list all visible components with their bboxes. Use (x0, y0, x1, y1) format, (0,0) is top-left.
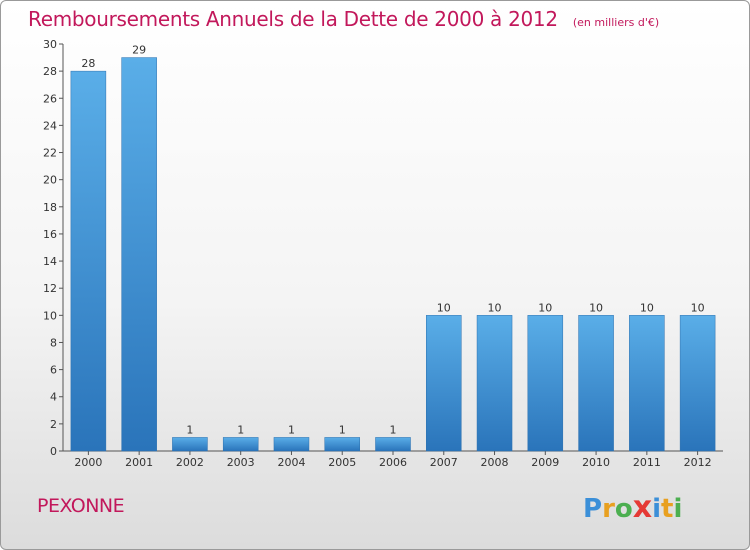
y-tick-label: 12 (43, 282, 57, 295)
bar-2008 (476, 315, 513, 452)
bar-2011 (629, 315, 665, 452)
data-label-2006: 1 (390, 423, 397, 436)
chart-title: Remboursements Annuels de la Dette de 20… (28, 7, 558, 31)
data-label-2009: 10 (538, 301, 552, 314)
x-tick-label-2011: 2011 (633, 456, 661, 469)
bar-2004 (273, 437, 310, 452)
data-label-2012: 10 (691, 301, 705, 314)
y-tick-label: 22 (43, 147, 57, 160)
y-tick-label: 20 (43, 174, 57, 187)
x-tick-label-2000: 2000 (74, 456, 102, 469)
logo-letter: i (673, 494, 683, 524)
x-tick-label-2002: 2002 (176, 456, 204, 469)
logo-letter: x (632, 490, 653, 525)
chart-unit: (en milliers d'€) (572, 16, 660, 29)
bar-2001 (121, 57, 157, 452)
data-label-2000: 28 (81, 57, 95, 70)
data-label-2004: 1 (288, 423, 295, 436)
chart-header: Remboursements Annuels de la Dette de 20… (28, 7, 659, 31)
x-tick-label-2008: 2008 (481, 456, 509, 469)
bar-2005 (324, 437, 360, 452)
data-label-2008: 10 (488, 301, 502, 314)
y-tick-label: 18 (43, 201, 57, 214)
x-tick-label-2009: 2009 (531, 456, 559, 469)
y-tick-label: 8 (50, 336, 57, 349)
x-tick-label-2004: 2004 (277, 456, 305, 469)
bar-2003 (222, 437, 259, 452)
x-tick-label-2006: 2006 (379, 456, 407, 469)
y-tick-label: 2 (50, 418, 57, 431)
y-tick-label: 16 (43, 228, 57, 241)
logo-letter: o (614, 494, 633, 524)
data-label-2005: 1 (339, 423, 346, 436)
data-label-2010: 10 (589, 301, 603, 314)
y-tick-label: 0 (50, 445, 57, 458)
y-tick-label: 30 (43, 38, 57, 51)
bar-2009 (527, 315, 564, 452)
y-tick-label: 14 (43, 255, 57, 268)
bar-2000 (70, 70, 107, 452)
data-label-2011: 10 (640, 301, 654, 314)
logo-letter: t (661, 494, 674, 524)
bar-2012 (679, 315, 716, 452)
bar-2010 (578, 315, 614, 452)
proxiti-logo: Proxiti (583, 490, 682, 525)
bars-group: 28 29 1 1 1 1 1 10 10 10 10 10 10 (70, 44, 716, 452)
y-tick-label: 26 (43, 92, 57, 105)
data-label-2002: 1 (186, 423, 193, 436)
y-tick-label: 10 (43, 309, 57, 322)
x-tick-label-2003: 2003 (227, 456, 255, 469)
commune-name: PEXONNE (37, 495, 125, 517)
logo-letter: r (602, 494, 615, 524)
y-tick-label: 6 (50, 364, 57, 377)
logo-letter: P (583, 494, 603, 524)
x-tick-label-2012: 2012 (684, 456, 712, 469)
data-label-2001: 29 (132, 44, 146, 57)
data-label-2007: 10 (437, 301, 451, 314)
x-tick-label-2005: 2005 (328, 456, 356, 469)
y-tick-label: 28 (43, 65, 57, 78)
x-tick-label-2007: 2007 (430, 456, 458, 469)
bar-2006 (375, 437, 411, 452)
data-label-2003: 1 (237, 423, 244, 436)
bar-2007 (426, 315, 462, 452)
bar-2002 (172, 437, 208, 452)
logo-letter: i (652, 494, 662, 524)
y-tick-label: 24 (43, 119, 57, 132)
y-tick-label: 4 (50, 391, 57, 404)
x-tick-label-2010: 2010 (582, 456, 610, 469)
x-tick-label-2001: 2001 (125, 456, 153, 469)
